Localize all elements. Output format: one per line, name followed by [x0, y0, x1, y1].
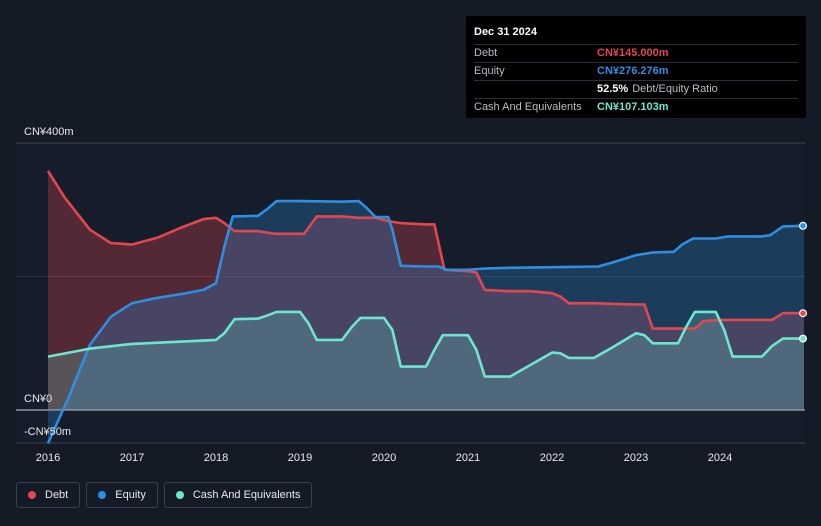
y-tick-label-1: CN¥0 — [24, 393, 52, 405]
tooltip-row-ratio: 52.5% Debt/Equity Ratio — [474, 81, 798, 99]
x-tick-label-2019: 2019 — [288, 452, 312, 464]
y-tick-label-0: CN¥400m — [24, 126, 74, 138]
debt-end-point — [798, 309, 807, 318]
debt-line — [46, 170, 804, 330]
equity-line — [46, 199, 805, 444]
tooltip-panel: Dec 31 2024 Debt CN¥145.000m Equity CN¥2… — [466, 16, 806, 118]
line-layer — [46, 170, 807, 444]
grid-layer — [16, 142, 805, 444]
x-tick-label-2022: 2022 — [540, 452, 564, 464]
x-tick-label-2024: 2024 — [708, 452, 732, 464]
tooltip-debt-value: CN¥145.000m — [597, 47, 669, 59]
legend-equity-label: Equity — [115, 489, 146, 501]
x-tick-label-2016: 2016 — [36, 452, 60, 464]
tooltip-equity-label: Equity — [474, 65, 505, 77]
y-tick-label-2: -CN¥50m — [24, 426, 71, 438]
tooltip-cash-label: Cash And Equivalents — [474, 101, 582, 113]
legend-item-cash[interactable]: Cash And Equivalents — [163, 482, 313, 508]
tooltip-ratio-label: Debt/Equity Ratio — [632, 83, 718, 95]
x-tick-label-2020: 2020 — [372, 452, 396, 464]
tooltip-row-cash: Cash And Equivalents CN¥107.103m — [474, 99, 798, 116]
cash-area — [48, 311, 804, 410]
x-tick-label-2023: 2023 — [624, 452, 648, 464]
debt-area — [48, 171, 804, 410]
legend-item-equity[interactable]: Equity — [86, 482, 158, 508]
tooltip-row-equity: Equity CN¥276.276m — [474, 63, 798, 81]
tooltip-equity-value: CN¥276.276m — [597, 65, 669, 77]
chart-legend: Debt Equity Cash And Equivalents — [16, 482, 313, 508]
x-tick-label-2017: 2017 — [120, 452, 144, 464]
area-layer — [48, 171, 804, 444]
tooltip-cash-value: CN¥107.103m — [597, 101, 669, 113]
equity-area — [48, 201, 804, 444]
legend-item-debt[interactable]: Debt — [16, 482, 81, 508]
tooltip-ratio-value: 52.5% — [597, 83, 629, 95]
legend-cash-label: Cash And Equivalents — [192, 489, 301, 501]
tooltip-debt-label: Debt — [474, 47, 498, 59]
x-tick-label-2018: 2018 — [204, 452, 228, 464]
plot-background — [16, 143, 805, 443]
x-tick-label-2021: 2021 — [456, 452, 480, 464]
cash-line — [47, 310, 804, 378]
equity-end-point — [798, 221, 807, 230]
debt-dot-icon — [28, 491, 36, 499]
cash-dot-icon — [175, 491, 184, 499]
legend-debt-label: Debt — [45, 489, 69, 501]
tooltip-row-debt: Debt CN¥145.000m — [474, 45, 798, 63]
cash-end-point — [798, 334, 807, 343]
tick-layer: CN¥400m CN¥0 -CN¥50m 2016 2017 2018 2019 2020 20… — [24, 126, 732, 464]
equity-dot-icon — [98, 491, 107, 499]
tooltip-date: Dec 31 2024 — [474, 24, 798, 45]
